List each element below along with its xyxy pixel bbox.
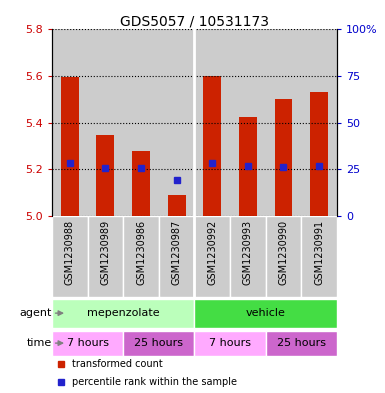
- Bar: [266, 331, 337, 356]
- Bar: [275, 99, 292, 216]
- Text: percentile rank within the sample: percentile rank within the sample: [72, 377, 237, 387]
- Bar: [194, 216, 230, 297]
- Bar: [230, 216, 266, 297]
- Bar: [123, 331, 194, 356]
- Bar: [61, 77, 79, 216]
- Text: GSM1230990: GSM1230990: [278, 220, 288, 285]
- Text: GSM1230987: GSM1230987: [172, 220, 182, 285]
- Text: agent: agent: [20, 308, 52, 318]
- Bar: [266, 216, 301, 297]
- Text: GSM1230989: GSM1230989: [100, 220, 110, 285]
- Bar: [88, 216, 123, 297]
- Bar: [194, 331, 266, 356]
- Text: mepenzolate: mepenzolate: [87, 308, 159, 318]
- Title: GDS5057 / 10531173: GDS5057 / 10531173: [120, 14, 269, 28]
- Bar: [52, 216, 88, 297]
- Bar: [301, 29, 337, 216]
- Bar: [159, 29, 194, 216]
- Bar: [123, 216, 159, 297]
- Bar: [301, 216, 337, 297]
- Text: GSM1230991: GSM1230991: [314, 220, 324, 285]
- Bar: [230, 29, 266, 216]
- Bar: [194, 299, 337, 327]
- Bar: [203, 75, 221, 216]
- Bar: [266, 29, 301, 216]
- Bar: [52, 331, 123, 356]
- Text: GSM1230993: GSM1230993: [243, 220, 253, 285]
- Text: GSM1230992: GSM1230992: [207, 220, 217, 285]
- Bar: [88, 29, 123, 216]
- Bar: [168, 195, 186, 216]
- Bar: [52, 29, 88, 216]
- Bar: [194, 29, 230, 216]
- Bar: [310, 92, 328, 216]
- Text: time: time: [27, 338, 52, 348]
- Text: 25 hours: 25 hours: [134, 338, 183, 348]
- Text: transformed count: transformed count: [72, 359, 163, 369]
- Text: vehicle: vehicle: [246, 308, 286, 318]
- Bar: [52, 299, 194, 327]
- Text: GSM1230988: GSM1230988: [65, 220, 75, 285]
- Bar: [159, 216, 194, 297]
- Bar: [97, 135, 114, 216]
- Bar: [239, 117, 257, 216]
- Text: 25 hours: 25 hours: [277, 338, 326, 348]
- Text: 7 hours: 7 hours: [209, 338, 251, 348]
- Bar: [123, 29, 159, 216]
- Bar: [132, 151, 150, 216]
- Text: GSM1230986: GSM1230986: [136, 220, 146, 285]
- Text: 7 hours: 7 hours: [67, 338, 109, 348]
